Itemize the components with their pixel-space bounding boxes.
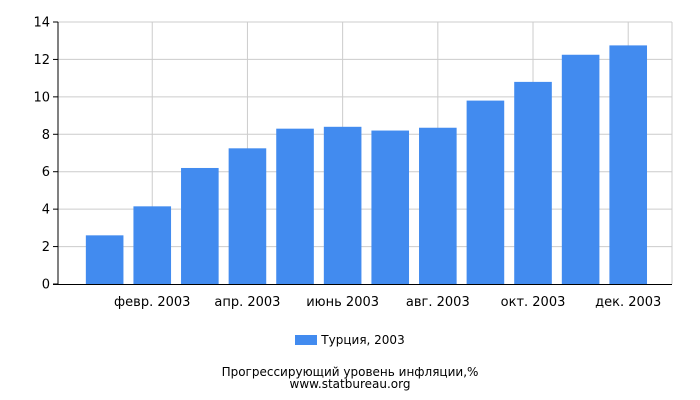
bar (466, 100, 505, 284)
y-tick-label: 12 (33, 53, 50, 68)
legend-swatch (295, 335, 318, 345)
x-tick-label: апр. 2003 (214, 295, 280, 310)
bar (561, 54, 600, 284)
y-tick-label: 4 (42, 203, 50, 218)
bar-chart: 0 2 4 6 8 10 12 14 февр. 2003 апр. 2003 июнь 2003… (33, 16, 673, 310)
y-tick-label: 8 (42, 128, 50, 143)
chart-caption: Прогрессирующий уровень инфляции,% (221, 365, 479, 379)
bar (514, 81, 552, 284)
y-axis-labels: 0 2 4 6 8 10 12 14 (33, 16, 50, 293)
bar (419, 127, 457, 284)
x-tick-label: авг. 2003 (406, 295, 470, 310)
legend: Турция, 2003 (0, 333, 700, 347)
bar (609, 45, 648, 285)
legend-label: Турция, 2003 (321, 333, 405, 347)
bar (228, 148, 267, 284)
bar (85, 235, 124, 284)
source-caption: www.statbureau.org (289, 377, 411, 391)
x-axis-labels: февр. 2003 апр. 2003 июнь 2003 авг. 2003 окт… (114, 295, 661, 310)
x-tick-label: июнь 2003 (306, 295, 379, 310)
y-tick-label: 2 (42, 240, 50, 255)
y-tick-label: 14 (33, 16, 50, 31)
bars (85, 45, 648, 285)
x-tick-label: окт. 2003 (501, 295, 566, 310)
y-tick-label: 10 (33, 90, 50, 105)
y-tick-label: 0 (42, 278, 50, 293)
axes (53, 21, 672, 285)
bar (181, 167, 219, 284)
y-tick-label: 6 (42, 165, 50, 180)
bar (276, 128, 314, 284)
x-tick-label: дек. 2003 (595, 295, 661, 310)
x-tick-label: февр. 2003 (114, 295, 190, 310)
bar (323, 126, 362, 284)
bar (371, 130, 410, 284)
bar (133, 206, 172, 284)
